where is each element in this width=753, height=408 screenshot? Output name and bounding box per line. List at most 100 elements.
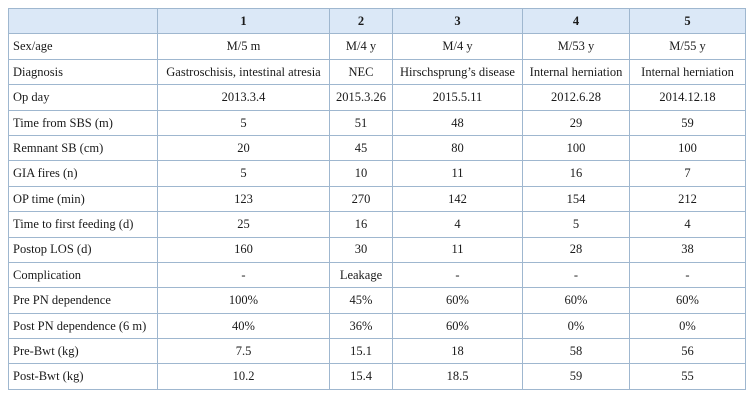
table-cell-case-5: 60% <box>629 287 746 314</box>
row-label-cell: GIA fires (n) <box>8 160 158 187</box>
row-label-cell: Sex/age <box>8 33 158 60</box>
table-cell-case-2: 30 <box>329 236 393 263</box>
table-cell-case-2: NEC <box>329 58 393 86</box>
table-row: Sex/age M/5 m M/4 y M/4 y M/53 y M/55 y <box>8 33 746 60</box>
table-row: Op day 2013.3.4 2015.3.26 2015.5.11 2012.6.2… <box>8 84 746 111</box>
table-cell-case-2: 15.4 <box>329 363 393 390</box>
table-row: Postop LOS (d) 160 30 11 28 38 <box>8 236 746 263</box>
header-cell-case-1: 1 <box>157 7 330 35</box>
table-header: 1 2 3 4 5 <box>8 7 746 35</box>
table-cell-case-5: 38 <box>629 236 746 263</box>
row-label-cell: Pre-Bwt (kg) <box>8 338 158 365</box>
table-cell-case-5: - <box>629 261 746 289</box>
table-cell-case-3: 80 <box>392 134 523 162</box>
table-cell-case-4: 29 <box>522 109 630 136</box>
table-cell-case-3: - <box>392 261 523 289</box>
table-cell-case-4: 154 <box>522 185 630 213</box>
table-cell-case-3: 142 <box>392 185 523 213</box>
table-cell-case-2: 51 <box>329 109 393 136</box>
table-cell-case-2: 10 <box>329 160 393 187</box>
table-cell-case-3: 60% <box>392 312 523 340</box>
table-cell-case-2: 45 <box>329 134 393 162</box>
table-cell-case-3: 2015.5.11 <box>392 84 523 111</box>
table-cell-case-1: 2013.3.4 <box>157 84 330 111</box>
header-cell-case-4: 4 <box>522 7 630 35</box>
table-cell-case-4: M/53 y <box>522 33 630 60</box>
table-cell-case-5: 7 <box>629 160 746 187</box>
table-cell-case-5: 2014.12.18 <box>629 84 746 111</box>
row-label-cell: Post PN dependence (6 m) <box>8 312 158 340</box>
table-cell-case-1: 40% <box>157 312 330 340</box>
table-cell-case-1: Gastroschisis, intestinal atresia <box>157 58 330 86</box>
table-cell-case-1: 100% <box>157 287 330 314</box>
row-label-cell: Remnant SB (cm) <box>8 134 158 162</box>
table-cell-case-2: 270 <box>329 185 393 213</box>
table-cell-case-4: 58 <box>522 338 630 365</box>
table-cell-case-5: 4 <box>629 211 746 238</box>
table-cell-case-4: 59 <box>522 363 630 390</box>
row-label-cell: Postop LOS (d) <box>8 236 158 263</box>
table-cell-case-5: 0% <box>629 312 746 340</box>
row-label-cell: OP time (min) <box>8 185 158 213</box>
table-cell-case-3: 4 <box>392 211 523 238</box>
row-label-cell: Diagnosis <box>8 58 158 86</box>
row-label-cell: Op day <box>8 84 158 111</box>
table-cell-case-1: 160 <box>157 236 330 263</box>
table-cell-case-1: 25 <box>157 211 330 238</box>
header-row: 1 2 3 4 5 <box>8 7 746 35</box>
table-row: Pre PN dependence 100% 45% 60% 60% 60% <box>8 287 746 314</box>
table-cell-case-4: 5 <box>522 211 630 238</box>
table-row: GIA fires (n) 5 10 11 16 7 <box>8 160 746 187</box>
table-cell-case-3: 48 <box>392 109 523 136</box>
row-label-cell: Time to first feeding (d) <box>8 211 158 238</box>
table-body: Sex/age M/5 m M/4 y M/4 y M/53 y M/55 y Diagno… <box>8 33 746 390</box>
table-cell-case-4: 16 <box>522 160 630 187</box>
table-row: Complication - Leakage - - - <box>8 261 746 289</box>
table-cell-case-3: 11 <box>392 160 523 187</box>
table-cell-case-1: 123 <box>157 185 330 213</box>
table-cell-case-5: Internal herniation <box>629 58 746 86</box>
table-cell-case-2: 15.1 <box>329 338 393 365</box>
table-cell-case-5: M/55 y <box>629 33 746 60</box>
table-cell-case-4: 100 <box>522 134 630 162</box>
table-container: 1 2 3 4 5 Sex/age M/5 m M/4 y M/4 y M/53 y M/… <box>8 7 746 390</box>
table-cell-case-1: 5 <box>157 160 330 187</box>
table-row: Time to first feeding (d) 25 16 4 5 4 <box>8 211 746 238</box>
table-cell-case-4: 60% <box>522 287 630 314</box>
table-cell-case-5: 100 <box>629 134 746 162</box>
table-cell-case-5: 55 <box>629 363 746 390</box>
table-cell-case-3: 18 <box>392 338 523 365</box>
table-cell-case-5: 56 <box>629 338 746 365</box>
table-cell-case-1: 10.2 <box>157 363 330 390</box>
row-label-cell: Pre PN dependence <box>8 287 158 314</box>
table-cell-case-2: Leakage <box>329 261 393 289</box>
table-row: Pre-Bwt (kg) 7.5 15.1 18 58 56 <box>8 338 746 365</box>
table-cell-case-4: 2012.6.28 <box>522 84 630 111</box>
table-cell-case-1: 20 <box>157 134 330 162</box>
table-cell-case-2: 36% <box>329 312 393 340</box>
table-cell-case-4: - <box>522 261 630 289</box>
table-cell-case-3: 18.5 <box>392 363 523 390</box>
table-cell-case-2: 45% <box>329 287 393 314</box>
table-cell-case-3: 60% <box>392 287 523 314</box>
table-cell-case-1: M/5 m <box>157 33 330 60</box>
row-label-cell: Post-Bwt (kg) <box>8 363 158 390</box>
table-cell-case-3: M/4 y <box>392 33 523 60</box>
header-cell-case-5: 5 <box>629 7 746 35</box>
table-cell-case-2: 16 <box>329 211 393 238</box>
table-cell-case-2: 2015.3.26 <box>329 84 393 111</box>
table-row: Post-Bwt (kg) 10.2 15.4 18.5 59 55 <box>8 363 746 390</box>
table-row: Remnant SB (cm) 20 45 80 100 100 <box>8 134 746 162</box>
table-row: Diagnosis Gastroschisis, intestinal atres… <box>8 58 746 86</box>
table-row: OP time (min) 123 270 142 154 212 <box>8 185 746 213</box>
row-label-cell: Time from SBS (m) <box>8 109 158 136</box>
table-cell-case-4: 28 <box>522 236 630 263</box>
header-cell-blank <box>8 7 158 35</box>
header-cell-case-3: 3 <box>392 7 523 35</box>
table-cell-case-4: Internal herniation <box>522 58 630 86</box>
table-cell-case-1: 5 <box>157 109 330 136</box>
table-cell-case-1: - <box>157 261 330 289</box>
table-cell-case-5: 59 <box>629 109 746 136</box>
header-cell-case-2: 2 <box>329 7 393 35</box>
table-cell-case-5: 212 <box>629 185 746 213</box>
